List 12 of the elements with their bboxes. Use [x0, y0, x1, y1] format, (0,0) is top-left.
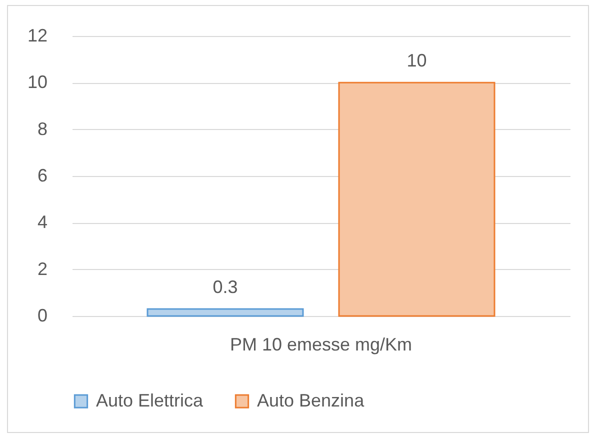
y-tick-label: 8 [37, 118, 48, 139]
data-label: 0.3 [212, 277, 238, 297]
data-label: 10 [406, 50, 427, 71]
y-tick-label: 6 [37, 166, 48, 186]
y-tick-label: 4 [37, 212, 48, 232]
y-tick-label: 0 [37, 306, 48, 326]
legend-label: Auto Benzina [257, 390, 366, 410]
legend-label: Auto Elettrica [96, 390, 204, 410]
y-tick-label: 10 [27, 72, 48, 92]
y-tick-label: 2 [37, 258, 48, 279]
y-tick-label: 12 [27, 26, 48, 46]
x-tick-label: PM 10 emesse mg/Km [230, 334, 412, 354]
